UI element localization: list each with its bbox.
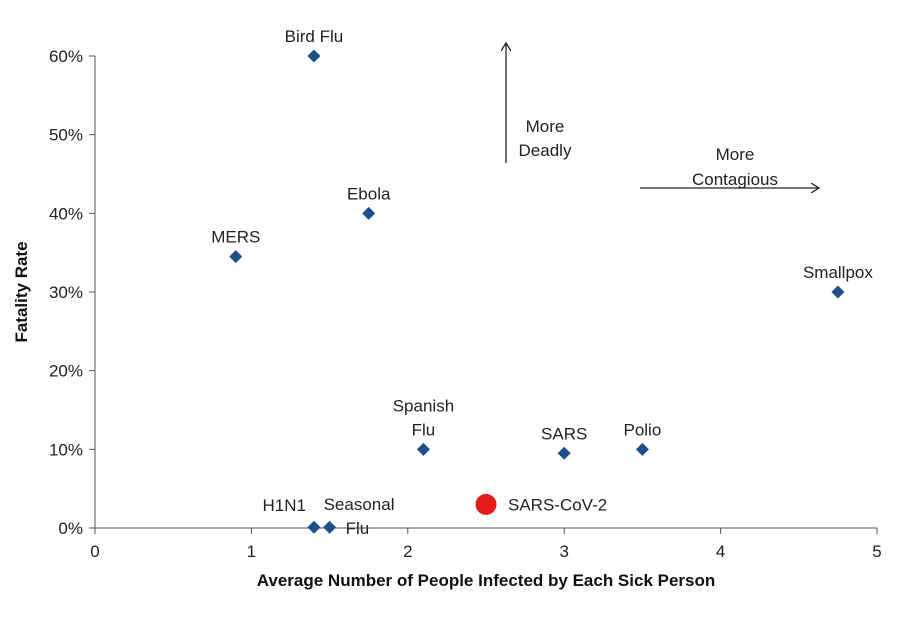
- label-spanish-flu: Spanish: [393, 396, 454, 415]
- label-seasonal-flu: Flu: [346, 519, 370, 538]
- more-contagious-label-line-2: Contagious: [692, 170, 778, 189]
- x-tick-label: 2: [403, 542, 412, 561]
- y-tick-label: 20%: [49, 362, 83, 381]
- point-smallpox: [831, 285, 845, 299]
- x-tick-label: 5: [872, 542, 881, 561]
- point-sars-cov-2: [475, 493, 497, 515]
- point-sars: [557, 446, 571, 460]
- x-tick-label: 4: [716, 542, 725, 561]
- label-h1n1: H1N1: [262, 496, 305, 515]
- point-spanish-flu: [416, 442, 430, 456]
- x-tick-label: 3: [559, 542, 568, 561]
- label-sars-cov-2: SARS-CoV-2: [508, 495, 607, 514]
- x-axis-title: Average Number of People Infected by Eac…: [257, 571, 716, 590]
- y-tick-label: 30%: [49, 283, 83, 302]
- label-spanish-flu: Flu: [412, 420, 436, 439]
- point-seasonal-flu: [323, 520, 337, 534]
- point-h1n1: [307, 520, 321, 534]
- point-bird-flu: [307, 49, 321, 63]
- label-seasonal-flu: Seasonal: [324, 495, 395, 514]
- x-tick-label: 0: [90, 542, 99, 561]
- y-tick-label: 60%: [49, 47, 83, 66]
- y-tick-label: 40%: [49, 204, 83, 223]
- y-tick-label: 0%: [58, 519, 83, 538]
- data-points: [229, 49, 845, 534]
- point-ebola: [362, 206, 376, 220]
- label-polio: Polio: [623, 420, 661, 439]
- label-mers: MERS: [211, 228, 260, 247]
- label-bird-flu: Bird Flu: [285, 27, 344, 46]
- label-sars: SARS: [541, 424, 587, 443]
- x-axis-ticks: 0 1 2 3 4 5: [90, 528, 882, 561]
- label-smallpox: Smallpox: [803, 263, 873, 282]
- y-tick-label: 50%: [49, 126, 83, 145]
- more-contagious-annotation: More Contagious: [640, 145, 818, 189]
- point-mers: [229, 250, 243, 264]
- y-tick-label: 10%: [49, 440, 83, 459]
- point-polio: [635, 442, 649, 456]
- label-ebola: Ebola: [347, 184, 391, 203]
- more-deadly-label-line-1: More: [526, 117, 565, 136]
- y-axis-title: Fatality Rate: [12, 241, 31, 342]
- more-deadly-annotation: More Deadly: [506, 44, 572, 163]
- y-axis-ticks: 0% 10% 20% 30% 40% 50% 60%: [49, 47, 95, 538]
- x-tick-label: 1: [247, 542, 256, 561]
- data-labels: Bird Flu Ebola MERS Smallpox Spanish Flu SARS P…: [211, 27, 873, 538]
- more-contagious-label-line-1: More: [716, 145, 755, 164]
- more-deadly-label-line-2: Deadly: [519, 141, 572, 160]
